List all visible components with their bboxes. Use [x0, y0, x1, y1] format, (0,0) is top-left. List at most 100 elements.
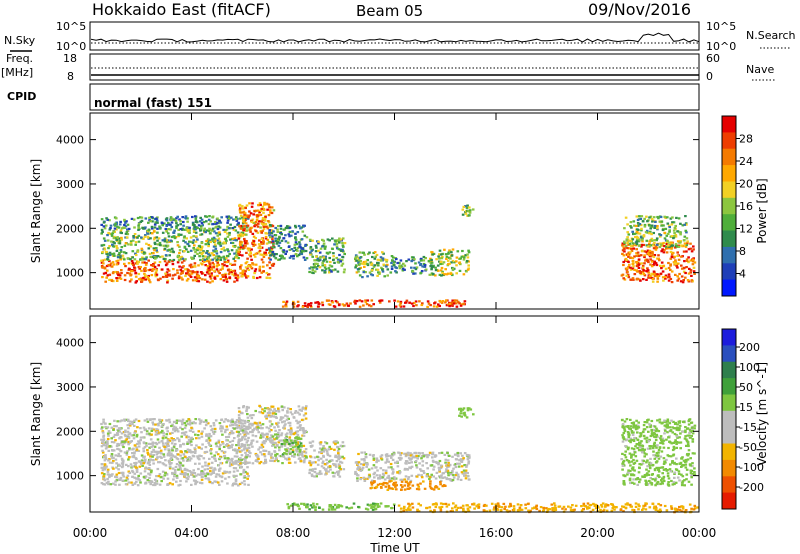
colorbar-swatch	[722, 492, 736, 510]
power-cbar-tick: 20	[739, 178, 753, 191]
noise-panel	[89, 21, 700, 51]
xtick-label: 20:00	[580, 526, 615, 540]
velocity-region-6	[458, 407, 475, 419]
x-tick-labels: 00:00 04:00 08:00 12:00 16:00 20:00 00:00	[73, 526, 717, 540]
velocity-region-0	[100, 418, 250, 487]
freq-tick-top: 18	[63, 52, 77, 65]
power-colorbar: 4 8 12 16 20 24 28	[721, 115, 753, 297]
colorbar-swatch	[722, 394, 736, 412]
ytick-label: 2000	[56, 222, 84, 235]
xtick-label: 04:00	[174, 526, 209, 540]
ytick-label: 2000	[56, 425, 84, 438]
velocity-ylabel: Slant Range [km]	[29, 362, 43, 466]
velocity-cbar-tick: 15	[739, 401, 753, 414]
colorbar-frame	[721, 328, 737, 510]
power-region-7	[389, 255, 428, 275]
velocity-region-3	[308, 440, 346, 478]
power-region-10	[281, 299, 467, 308]
colorbar-swatch	[722, 181, 736, 199]
station-title: Hokkaido East (fitACF)	[92, 0, 271, 19]
xtick-label: 16:00	[479, 526, 514, 540]
ytick-label: 4000	[56, 337, 84, 350]
velocity-cbar-tick: 100	[739, 361, 760, 374]
nave-label: Nave	[746, 63, 774, 76]
nsky-trace	[90, 32, 700, 43]
velocity-region-2	[280, 436, 303, 456]
x-axis-label: Time UT	[369, 541, 420, 554]
colorbar-swatch	[722, 410, 736, 428]
xtick-label: 08:00	[276, 526, 311, 540]
colorbar-swatch	[722, 165, 736, 182]
velocity-colorbar: 200 100 50 15 -15 -50 -100 -200	[721, 328, 764, 510]
power-region-3	[237, 201, 276, 280]
colorbar-swatch	[722, 476, 736, 494]
colorbar-swatch	[722, 459, 736, 477]
velocity-cbar-tick: 200	[739, 341, 760, 354]
cpid-label: CPID	[7, 90, 36, 103]
velocity-region-9	[620, 418, 697, 487]
power-region-2	[100, 215, 250, 231]
velocity-colorbar-label: Velocity [m s^-1]	[755, 362, 769, 466]
velocity-cbar-tick: 50	[739, 381, 753, 394]
power-region-6	[354, 251, 390, 279]
velocity-heatmap	[100, 404, 699, 514]
power-axis: 1000 2000 3000 4000	[56, 113, 700, 309]
colorbar-swatch	[722, 116, 736, 133]
power-ylabel: Slant Range [km]	[29, 159, 43, 263]
nsky-label: N.Sky	[4, 34, 36, 47]
velocity-axis: 1000 2000 3000 4000	[56, 316, 700, 512]
colorbar-swatch	[722, 279, 736, 297]
ytick-label: 3000	[56, 381, 84, 394]
power-region-9	[461, 204, 475, 217]
colorbar-swatch	[722, 263, 736, 281]
nsky-tick-bottom: 10^0	[56, 40, 86, 53]
freq-unit: [MHz]	[1, 66, 33, 79]
freq-panel	[89, 53, 700, 81]
power-region-4	[267, 224, 309, 261]
xtick-label: 00:00	[73, 526, 108, 540]
velocity-region-4	[354, 451, 471, 483]
date-label: 09/Nov/2016	[588, 0, 691, 19]
power-region-11	[620, 241, 697, 284]
ytick-label: 1000	[56, 267, 84, 280]
colorbar-swatch	[722, 148, 736, 166]
power-cbar-tick: 4	[739, 268, 746, 281]
nave-tick-bottom: 0	[706, 70, 713, 83]
power-heatmap	[100, 201, 697, 308]
colorbar-swatch	[722, 427, 736, 445]
power-cbar-tick: 28	[739, 133, 753, 146]
power-region-12	[623, 215, 689, 249]
power-cbar-tick: 12	[739, 223, 753, 236]
power-region-1	[100, 228, 245, 262]
colorbar-swatch	[722, 132, 736, 150]
velocity-region-7	[286, 502, 396, 511]
freq-label: Freq.	[6, 52, 33, 65]
colorbar-swatch	[722, 345, 736, 363]
colorbar-swatch	[722, 443, 736, 461]
velocity-cbar-tick: -100	[739, 461, 764, 474]
velocity-region-1	[237, 404, 308, 465]
xtick-label: 00:00	[682, 526, 717, 540]
power-region-0	[100, 259, 240, 284]
velocity-region-5	[369, 480, 447, 491]
beam-label: Beam 05	[356, 2, 423, 20]
colorbar-swatch	[722, 197, 736, 215]
nsearch-label: N.Search	[746, 29, 796, 42]
ytick-label: 3000	[56, 178, 84, 191]
power-cbar-tick: 8	[739, 245, 746, 258]
colorbar-swatch	[722, 214, 736, 232]
cpid-value: normal (fast) 151	[94, 96, 212, 110]
xtick-label: 12:00	[377, 526, 412, 540]
power-region-5	[308, 237, 347, 275]
power-cbar-tick: 24	[739, 155, 753, 168]
cpid-panel	[89, 83, 700, 111]
nsky-tick-top: 10^5	[56, 20, 86, 33]
colorbar-swatch	[722, 378, 736, 395]
nave-tick-top: 60	[706, 52, 720, 65]
velocity-cbar-tick: -50	[739, 441, 757, 454]
power-region-8	[427, 248, 471, 277]
ytick-label: 4000	[56, 134, 84, 147]
colorbar-swatch	[722, 361, 736, 379]
velocity-cbar-tick: -15	[739, 421, 757, 434]
